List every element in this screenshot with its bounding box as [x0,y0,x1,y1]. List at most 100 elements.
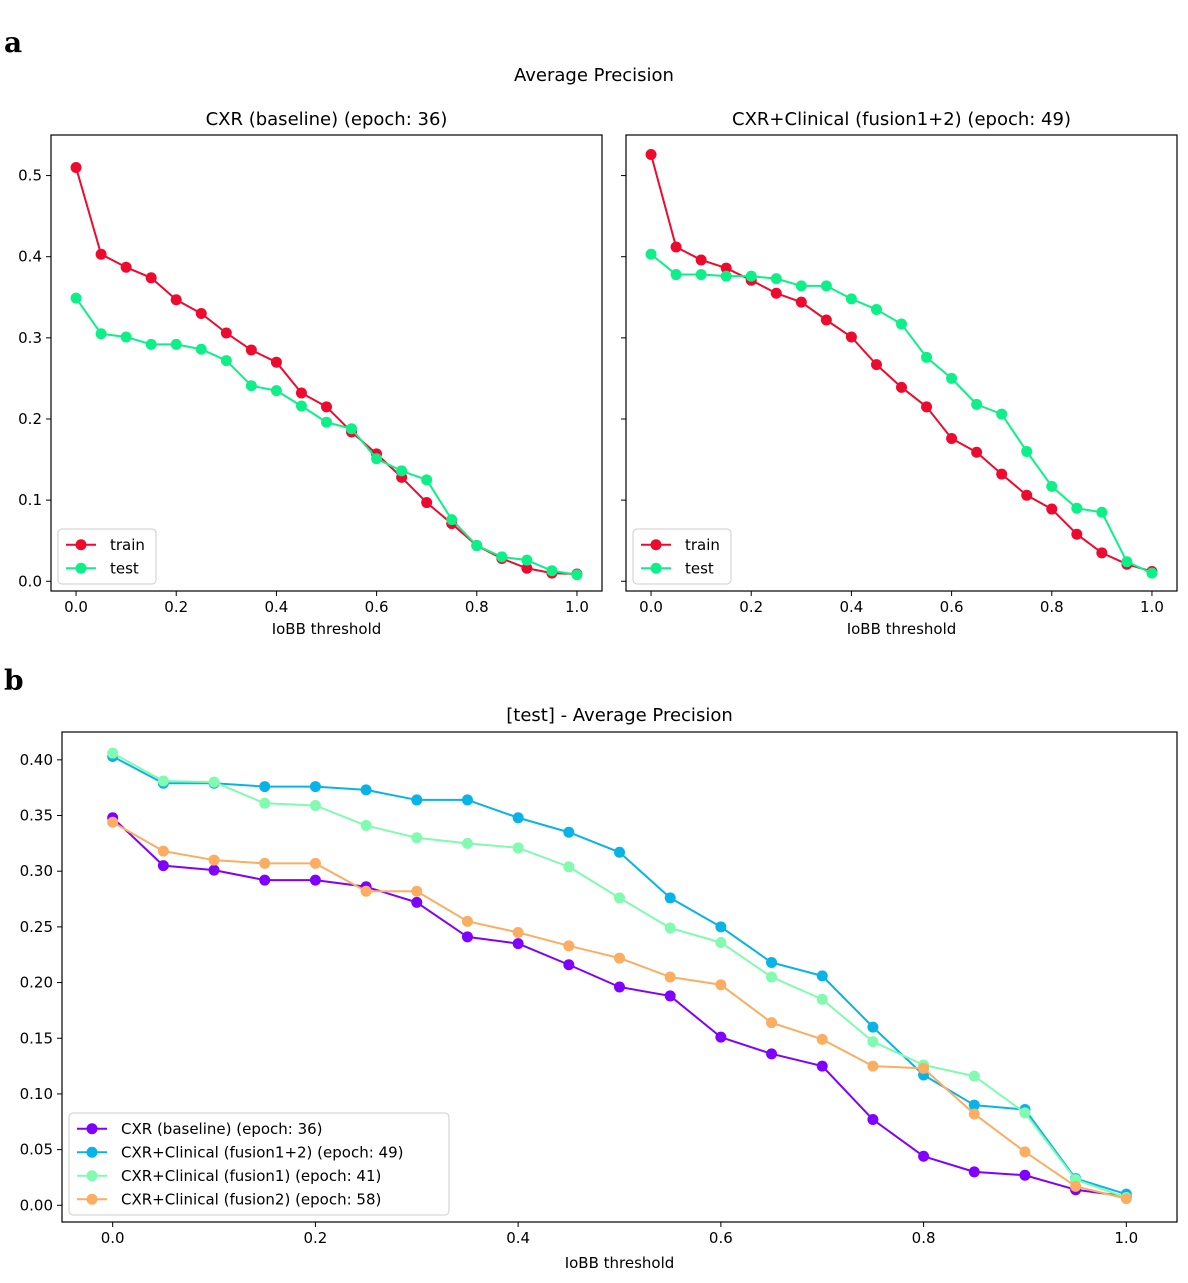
data-point [309,800,321,811]
data-point [411,885,423,897]
x-tick-label: 0.6 [940,598,964,616]
data-point [870,359,882,371]
data-point [220,355,232,367]
legend: train test [57,528,157,585]
data-point [870,303,882,315]
data-point [996,468,1008,480]
series-train [70,161,583,580]
data-point [820,314,832,326]
y-tick-label: 0.3 [18,329,42,347]
data-point [867,1021,879,1033]
data-point [411,794,423,806]
y-tick-label: 0.4 [18,248,42,266]
data-point [971,398,983,410]
data-point [107,816,119,828]
data-point [170,338,182,350]
chart-cxr-clinical-fusion12: CXR+Clinical (fusion1+2) (epoch: 49) 0.0 0… [621,109,1178,638]
data-point [1096,547,1108,559]
legend-marker [86,1193,98,1205]
y-tick-label: 0.1 [18,491,42,509]
x-axis-label: IoBB threshold [565,1254,675,1272]
data-point [720,270,732,282]
legend-label: CXR+Clinical (fusion1+2) (epoch: 49) [121,1143,403,1161]
legend-marker [75,539,87,551]
x-axis-label: IoBB threshold [272,620,382,638]
data-point [946,372,958,384]
y-tick-label: 0.30 [20,862,53,880]
data-point [816,1033,828,1045]
x-tick-label: 0.4 [264,598,288,616]
data-point [1019,1107,1031,1119]
data-point [664,922,676,934]
x-tick-label: 0.4 [839,598,863,616]
data-point [208,854,220,866]
legend-label: CXR+Clinical (fusion2) (epoch: 58) [121,1190,381,1208]
x-tick-label: 0.4 [506,1229,530,1247]
data-point [845,331,857,343]
data-point [845,293,857,305]
data-point [396,465,408,477]
legend-marker [86,1146,98,1158]
data-point [715,921,727,933]
data-point [360,820,372,832]
y-tick-label: 0.00 [20,1196,53,1214]
legend: CXR (baseline) (epoch: 36) CXR+Clinical (… [68,1112,450,1216]
series-cxr-clinical-fusion2-epoch-58 [107,816,1132,1205]
data-point [614,846,625,858]
data-point [1046,503,1058,515]
y-tick-label: 0.35 [20,807,53,825]
chart-title: CXR+Clinical (fusion1+2) (epoch: 49) [732,109,1071,130]
legend-marker [650,562,662,574]
series-test [70,292,583,581]
data-point [715,936,727,948]
data-point [360,885,372,897]
x-tick-label: 0.8 [465,598,489,616]
data-point [270,356,282,368]
data-point [1071,502,1083,514]
data-point [946,432,958,444]
x-tick-label: 0.2 [303,1229,327,1247]
y-tick-label: 0.40 [20,751,53,769]
series-line [75,167,577,575]
data-point [816,993,828,1005]
data-point [664,971,676,983]
panel-b-letter: b [4,664,24,697]
panel-a-letter: a [4,26,22,59]
data-point [208,864,220,876]
data-point [145,272,157,284]
data-point [766,957,778,969]
data-point [1019,1146,1031,1158]
chart-test-average-precision: [test] - Average Precision 0.0 0.2 0.4 0.6 0.… [20,705,1178,1272]
data-point [968,1099,980,1111]
data-point [446,514,458,526]
legend-label: train [685,536,720,554]
data-point [1021,445,1033,457]
data-point [157,775,169,787]
data-point [816,970,828,982]
data-point [645,248,657,260]
y-tick-label: 0.25 [20,918,53,936]
legend-label: CXR+Clinical (fusion1) (epoch: 41) [121,1167,381,1185]
data-point [795,280,807,292]
data-point [70,292,82,304]
data-point [921,401,933,413]
data-point [645,148,657,160]
legend-label: train [110,536,145,554]
data-point [309,857,321,869]
data-point [521,562,533,574]
data-point [1019,1169,1031,1181]
y-tick-label: 0.10 [20,1085,53,1103]
data-point [120,261,132,273]
data-point [145,338,157,350]
data-point [896,381,907,393]
data-point [295,400,307,412]
plot-frame [61,731,1178,1223]
x-tick-label: 0.0 [639,598,663,616]
data-point [571,569,583,581]
x-tick-label: 0.8 [1040,598,1064,616]
data-point [968,1070,980,1082]
data-point [461,794,473,806]
data-point [1070,1180,1082,1192]
data-point [157,860,169,872]
data-point [563,826,575,838]
